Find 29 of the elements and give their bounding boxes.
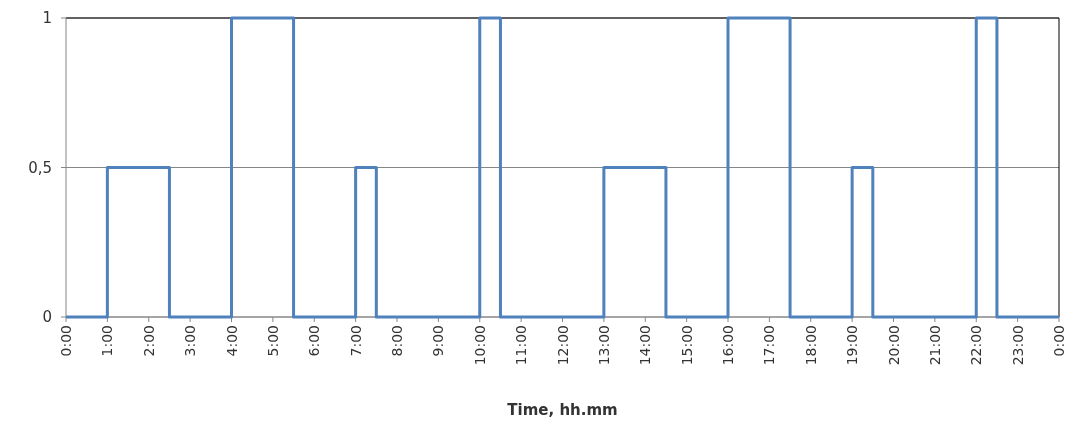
x-tick-label: 8:00 xyxy=(389,325,405,357)
y-tick-label: 0,5 xyxy=(28,158,52,177)
x-tick-label: 18:00 xyxy=(802,325,819,366)
x-tick-label: 9:00 xyxy=(430,325,447,357)
x-tick-label: 11:00 xyxy=(513,325,530,366)
x-tick-label: 17:00 xyxy=(761,325,778,366)
x-axis-title: Time, hh.mm xyxy=(507,401,618,419)
x-tick-label: 15:00 xyxy=(678,325,695,366)
x-tick-label: 1:00 xyxy=(99,325,116,357)
y-tick-label: 1 xyxy=(42,9,52,27)
x-tick-label: 6:00 xyxy=(306,325,323,357)
x-tick-label: 0:00 xyxy=(58,325,74,357)
x-tick-label: 13:00 xyxy=(595,325,612,366)
x-tick-label: 0:00 xyxy=(1051,325,1067,357)
x-tick-label: 2:00 xyxy=(140,325,157,357)
x-tick-label: 12:00 xyxy=(554,325,571,366)
x-tick-label: 5:00 xyxy=(264,325,281,357)
x-tick-label: 21:00 xyxy=(926,325,943,366)
x-tick-label: 22:00 xyxy=(968,325,985,366)
x-tick-label: 16:00 xyxy=(720,325,736,366)
x-tick-label: 4:00 xyxy=(223,325,240,357)
x-tick-label: 3:00 xyxy=(182,325,199,357)
x-tick-label: 19:00 xyxy=(844,325,861,366)
y-tick-label: 0 xyxy=(42,308,52,326)
x-tick-label: 14:00 xyxy=(637,325,654,366)
x-tick-label: 10:00 xyxy=(471,325,488,366)
x-tick-label: 20:00 xyxy=(885,325,902,366)
x-tick-label: 23:00 xyxy=(1009,325,1026,366)
x-tick-label: 7:00 xyxy=(347,325,364,357)
